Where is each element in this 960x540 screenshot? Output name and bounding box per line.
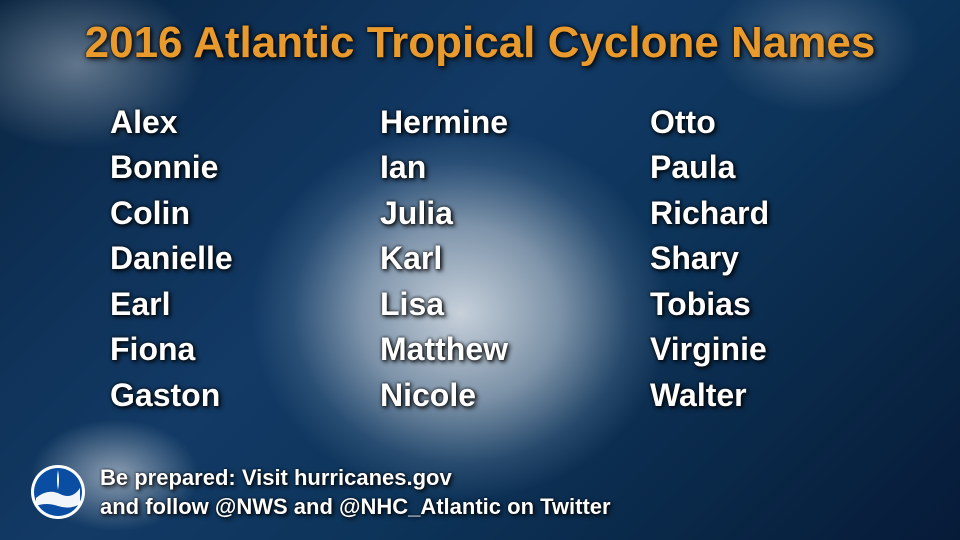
cyclone-name: Alex [110,100,380,145]
noaa-logo-icon [30,464,86,520]
cyclone-name: Virginie [650,327,920,372]
footer-line-1: Be prepared: Visit hurricanes.gov [100,463,611,493]
footer: Be prepared: Visit hurricanes.gov and fo… [30,463,611,522]
cyclone-name: Paula [650,145,920,190]
column-3: OttoPaulaRichardSharyTobiasVirginieWalte… [650,100,920,418]
cyclone-name: Ian [380,145,650,190]
cyclone-name: Lisa [380,282,650,327]
cyclone-name: Nicole [380,373,650,418]
footer-line-2: and follow @NWS and @NHC_Atlantic on Twi… [100,492,611,522]
cyclone-name: Fiona [110,327,380,372]
footer-text: Be prepared: Visit hurricanes.gov and fo… [100,463,611,522]
cyclone-name: Earl [110,282,380,327]
names-columns: AlexBonnieColinDanielleEarlFionaGaston H… [110,100,920,418]
cyclone-name: Bonnie [110,145,380,190]
cyclone-name: Tobias [650,282,920,327]
cyclone-name: Shary [650,236,920,281]
cyclone-name: Julia [380,191,650,236]
cyclone-name: Hermine [380,100,650,145]
cyclone-name: Gaston [110,373,380,418]
cyclone-name: Karl [380,236,650,281]
cyclone-name: Danielle [110,236,380,281]
cyclone-name: Otto [650,100,920,145]
page-title: 2016 Atlantic Tropical Cyclone Names [0,18,960,68]
cyclone-name: Walter [650,373,920,418]
column-1: AlexBonnieColinDanielleEarlFionaGaston [110,100,380,418]
cyclone-name: Richard [650,191,920,236]
column-2: HermineIanJuliaKarlLisaMatthewNicole [380,100,650,418]
cyclone-name: Matthew [380,327,650,372]
cyclone-name: Colin [110,191,380,236]
